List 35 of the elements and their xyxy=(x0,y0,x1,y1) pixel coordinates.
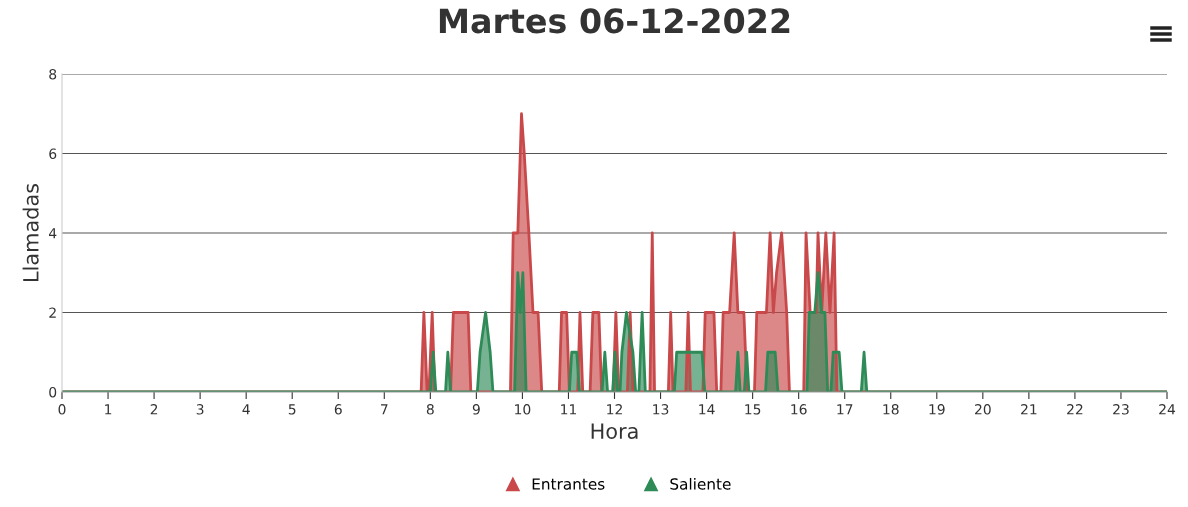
y-tick-label: 2 xyxy=(49,307,56,318)
x-tick-label: 8 xyxy=(426,404,434,415)
x-tick-label: 18 xyxy=(883,404,899,415)
x-tick-label: 22 xyxy=(1067,404,1083,415)
x-tick-label: 3 xyxy=(196,404,204,415)
y-axis-title: Llamadas xyxy=(22,183,39,281)
legend-label: Entrantes xyxy=(532,478,605,490)
x-tick-label: 12 xyxy=(607,404,622,415)
x-tick-label: 4 xyxy=(242,404,250,415)
x-tick-label: 13 xyxy=(653,404,669,415)
y-tick-label: 6 xyxy=(49,148,57,159)
x-tick-label: 19 xyxy=(929,404,945,415)
y-tick-label: 4 xyxy=(48,228,57,239)
x-tick-label: 5 xyxy=(288,404,296,415)
x-tick-label: 1 xyxy=(105,404,112,415)
y-tick-label: 8 xyxy=(49,68,57,80)
x-tick-label: 17 xyxy=(837,404,853,415)
x-tick-label: 14 xyxy=(699,404,715,415)
x-tick-label: 11 xyxy=(561,404,577,415)
x-tick-label: 6 xyxy=(334,404,342,415)
y-tick-label: 0 xyxy=(49,386,57,398)
x-axis-title: Hora xyxy=(591,423,638,439)
x-tick-label: 7 xyxy=(381,404,388,415)
x-tick-label: 21 xyxy=(1021,404,1037,415)
x-tick-label: 24 xyxy=(1159,404,1176,415)
x-tick-label: 2 xyxy=(150,404,158,415)
chart-title: Martes 06-12-2022 xyxy=(439,8,790,34)
x-tick-label: 20 xyxy=(975,404,991,415)
x-tick-label: 10 xyxy=(515,404,531,415)
x-tick-label: 23 xyxy=(1113,404,1129,415)
x-tick-label: 9 xyxy=(472,404,480,415)
x-tick-label: 0 xyxy=(58,404,66,415)
x-tick-label: 15 xyxy=(745,404,761,415)
x-tick-label: 16 xyxy=(791,404,807,415)
legend-label: Saliente xyxy=(670,477,731,490)
